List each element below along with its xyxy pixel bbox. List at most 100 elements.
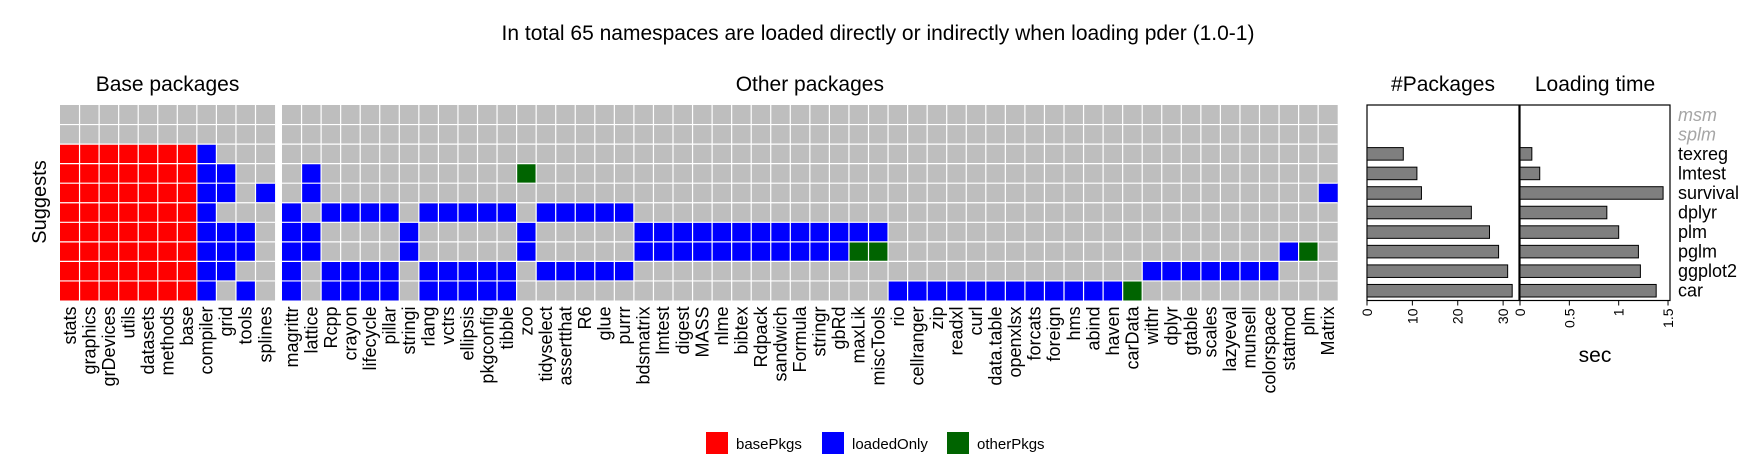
package-label-datasets: datasets [138, 307, 158, 375]
tick-label: 20 [1450, 308, 1466, 324]
cell-plm-sandwich [770, 222, 791, 242]
cell-dplyr-utils [118, 202, 139, 223]
cell-dplyr-base [177, 202, 197, 223]
cell-survival-utils [118, 183, 139, 203]
package-label-graphics: graphics [79, 307, 99, 375]
cell-plm-bibtex [731, 222, 752, 242]
package-label-grid: grid [216, 307, 236, 337]
cell-ggplot2-pkgconfig [477, 261, 498, 281]
package-label-withr: withr [1142, 307, 1162, 346]
cell-pglm-miscTools [868, 241, 889, 262]
cell-plm-methods [157, 222, 178, 242]
bar-plm [1519, 225, 1620, 239]
cell-ggplot2-datasets [138, 261, 158, 281]
cell-ggplot2-lifecycle [360, 261, 380, 281]
cell-pglm-Rdpack [751, 241, 771, 262]
legend-swatch-loadedOnly [822, 432, 844, 454]
cell-plm-compiler [196, 222, 217, 242]
side-panel-title: #Packages [1391, 73, 1495, 96]
cell-plm-zoo [516, 222, 537, 242]
cell-pglm-methods [157, 241, 178, 262]
cell-ggplot2-assertthat [555, 261, 576, 281]
cell-survival-compiler [196, 183, 217, 203]
bar-texreg [1519, 147, 1533, 161]
panel-title: Base packages [96, 73, 240, 96]
cell-pglm-sandwich [770, 241, 791, 262]
package-label-rlang: rlang [419, 307, 439, 347]
cell-car-stats [60, 280, 80, 301]
tick-label: 1 [1611, 308, 1627, 316]
cell-plm-tools [235, 222, 256, 242]
bar-texreg [1366, 147, 1404, 161]
package-label-stats: stats [60, 307, 80, 345]
tick-label: 0 [1359, 308, 1375, 316]
cell-car-pillar [379, 280, 400, 301]
package-label-glue: glue [595, 307, 615, 341]
cell-texreg-stats [60, 144, 80, 164]
cell-car-rlang [418, 280, 439, 301]
cell-survival-graphics [79, 183, 100, 203]
cell-pglm-bibtex [731, 241, 752, 262]
cell-texreg-methods [157, 144, 178, 164]
cell-lmtest-utils [118, 163, 139, 184]
package-label-maxLik: maxLik [849, 306, 869, 364]
cell-dplyr-rlang [418, 202, 439, 223]
bar-car [1519, 283, 1657, 298]
package-label-pillar: pillar [380, 306, 400, 344]
cell-lmtest-methods [157, 163, 178, 184]
cell-survival-base [177, 183, 197, 203]
cell-lmtest-zoo [516, 163, 537, 184]
cell-car-graphics [79, 280, 100, 301]
cell-dplyr-magrittr [282, 202, 302, 223]
cell-car-carData [1122, 280, 1143, 301]
cell-lmtest-grid [216, 163, 236, 184]
package-label-bdsmatrix: bdsmatrix [634, 307, 654, 385]
cell-survival-stats [60, 183, 80, 203]
package-label-cellranger: cellranger [907, 307, 927, 386]
cell-texreg-graphics [79, 144, 100, 164]
cell-ggplot2-tidyselect [536, 261, 556, 281]
package-label-scales: scales [1201, 307, 1221, 358]
cell-survival-datasets [138, 183, 158, 203]
cell-ggplot2-grDevices [99, 261, 119, 281]
legend: basePkgs loadedOnly otherPkgs [706, 432, 1045, 454]
cell-lmtest-compiler [196, 163, 217, 184]
cell-ggplot2-graphics [79, 261, 100, 281]
package-label-nlme: nlme [712, 307, 732, 346]
cell-pglm-gbRd [829, 241, 849, 262]
cell-car-lifecycle [360, 280, 380, 301]
cell-car-base [177, 280, 197, 301]
bar-ggplot2 [1366, 264, 1509, 278]
cell-pglm-base [177, 241, 197, 262]
legend-label-loadedOnly: loadedOnly [852, 436, 928, 453]
package-label-MASS: MASS [692, 307, 712, 358]
cell-ggplot2-grid [216, 261, 236, 281]
cell-ggplot2-purrr [614, 261, 634, 281]
bar-plm [1366, 225, 1491, 239]
cell-plm-miscTools [868, 222, 889, 242]
bar-pglm [1366, 244, 1500, 259]
cell-car-methods [157, 280, 178, 301]
cell-survival-grDevices [99, 183, 119, 203]
legend-swatch-otherPkgs [947, 432, 969, 454]
package-label-Rdpack: Rdpack [751, 306, 771, 368]
cell-pglm-statmod [1279, 241, 1299, 262]
cell-dplyr-compiler [196, 202, 217, 223]
package-label-crayon: crayon [340, 307, 360, 361]
package-label-openxlsx: openxlsx [1005, 307, 1025, 378]
cell-car-pkgconfig [477, 280, 498, 301]
cell-pglm-lmtest [653, 241, 673, 262]
cell-car-cellranger [907, 280, 928, 301]
side-panel-loading-time: Loading time 0 0.5 1 1.5 sec [1512, 73, 1676, 367]
cell-pglm-datasets [138, 241, 158, 262]
package-label-munsell: munsell [1240, 307, 1260, 369]
bar-pglm [1519, 244, 1639, 259]
cell-car-readxl [946, 280, 967, 301]
cell-ggplot2-dplyr [1161, 261, 1182, 281]
cell-car-openxlsx [1005, 280, 1025, 301]
cell-lmtest-graphics [79, 163, 100, 184]
row-label-lmtest: lmtest [1678, 163, 1726, 183]
bar-lmtest [1519, 166, 1541, 181]
cell-ggplot2-colorspace [1259, 261, 1280, 281]
